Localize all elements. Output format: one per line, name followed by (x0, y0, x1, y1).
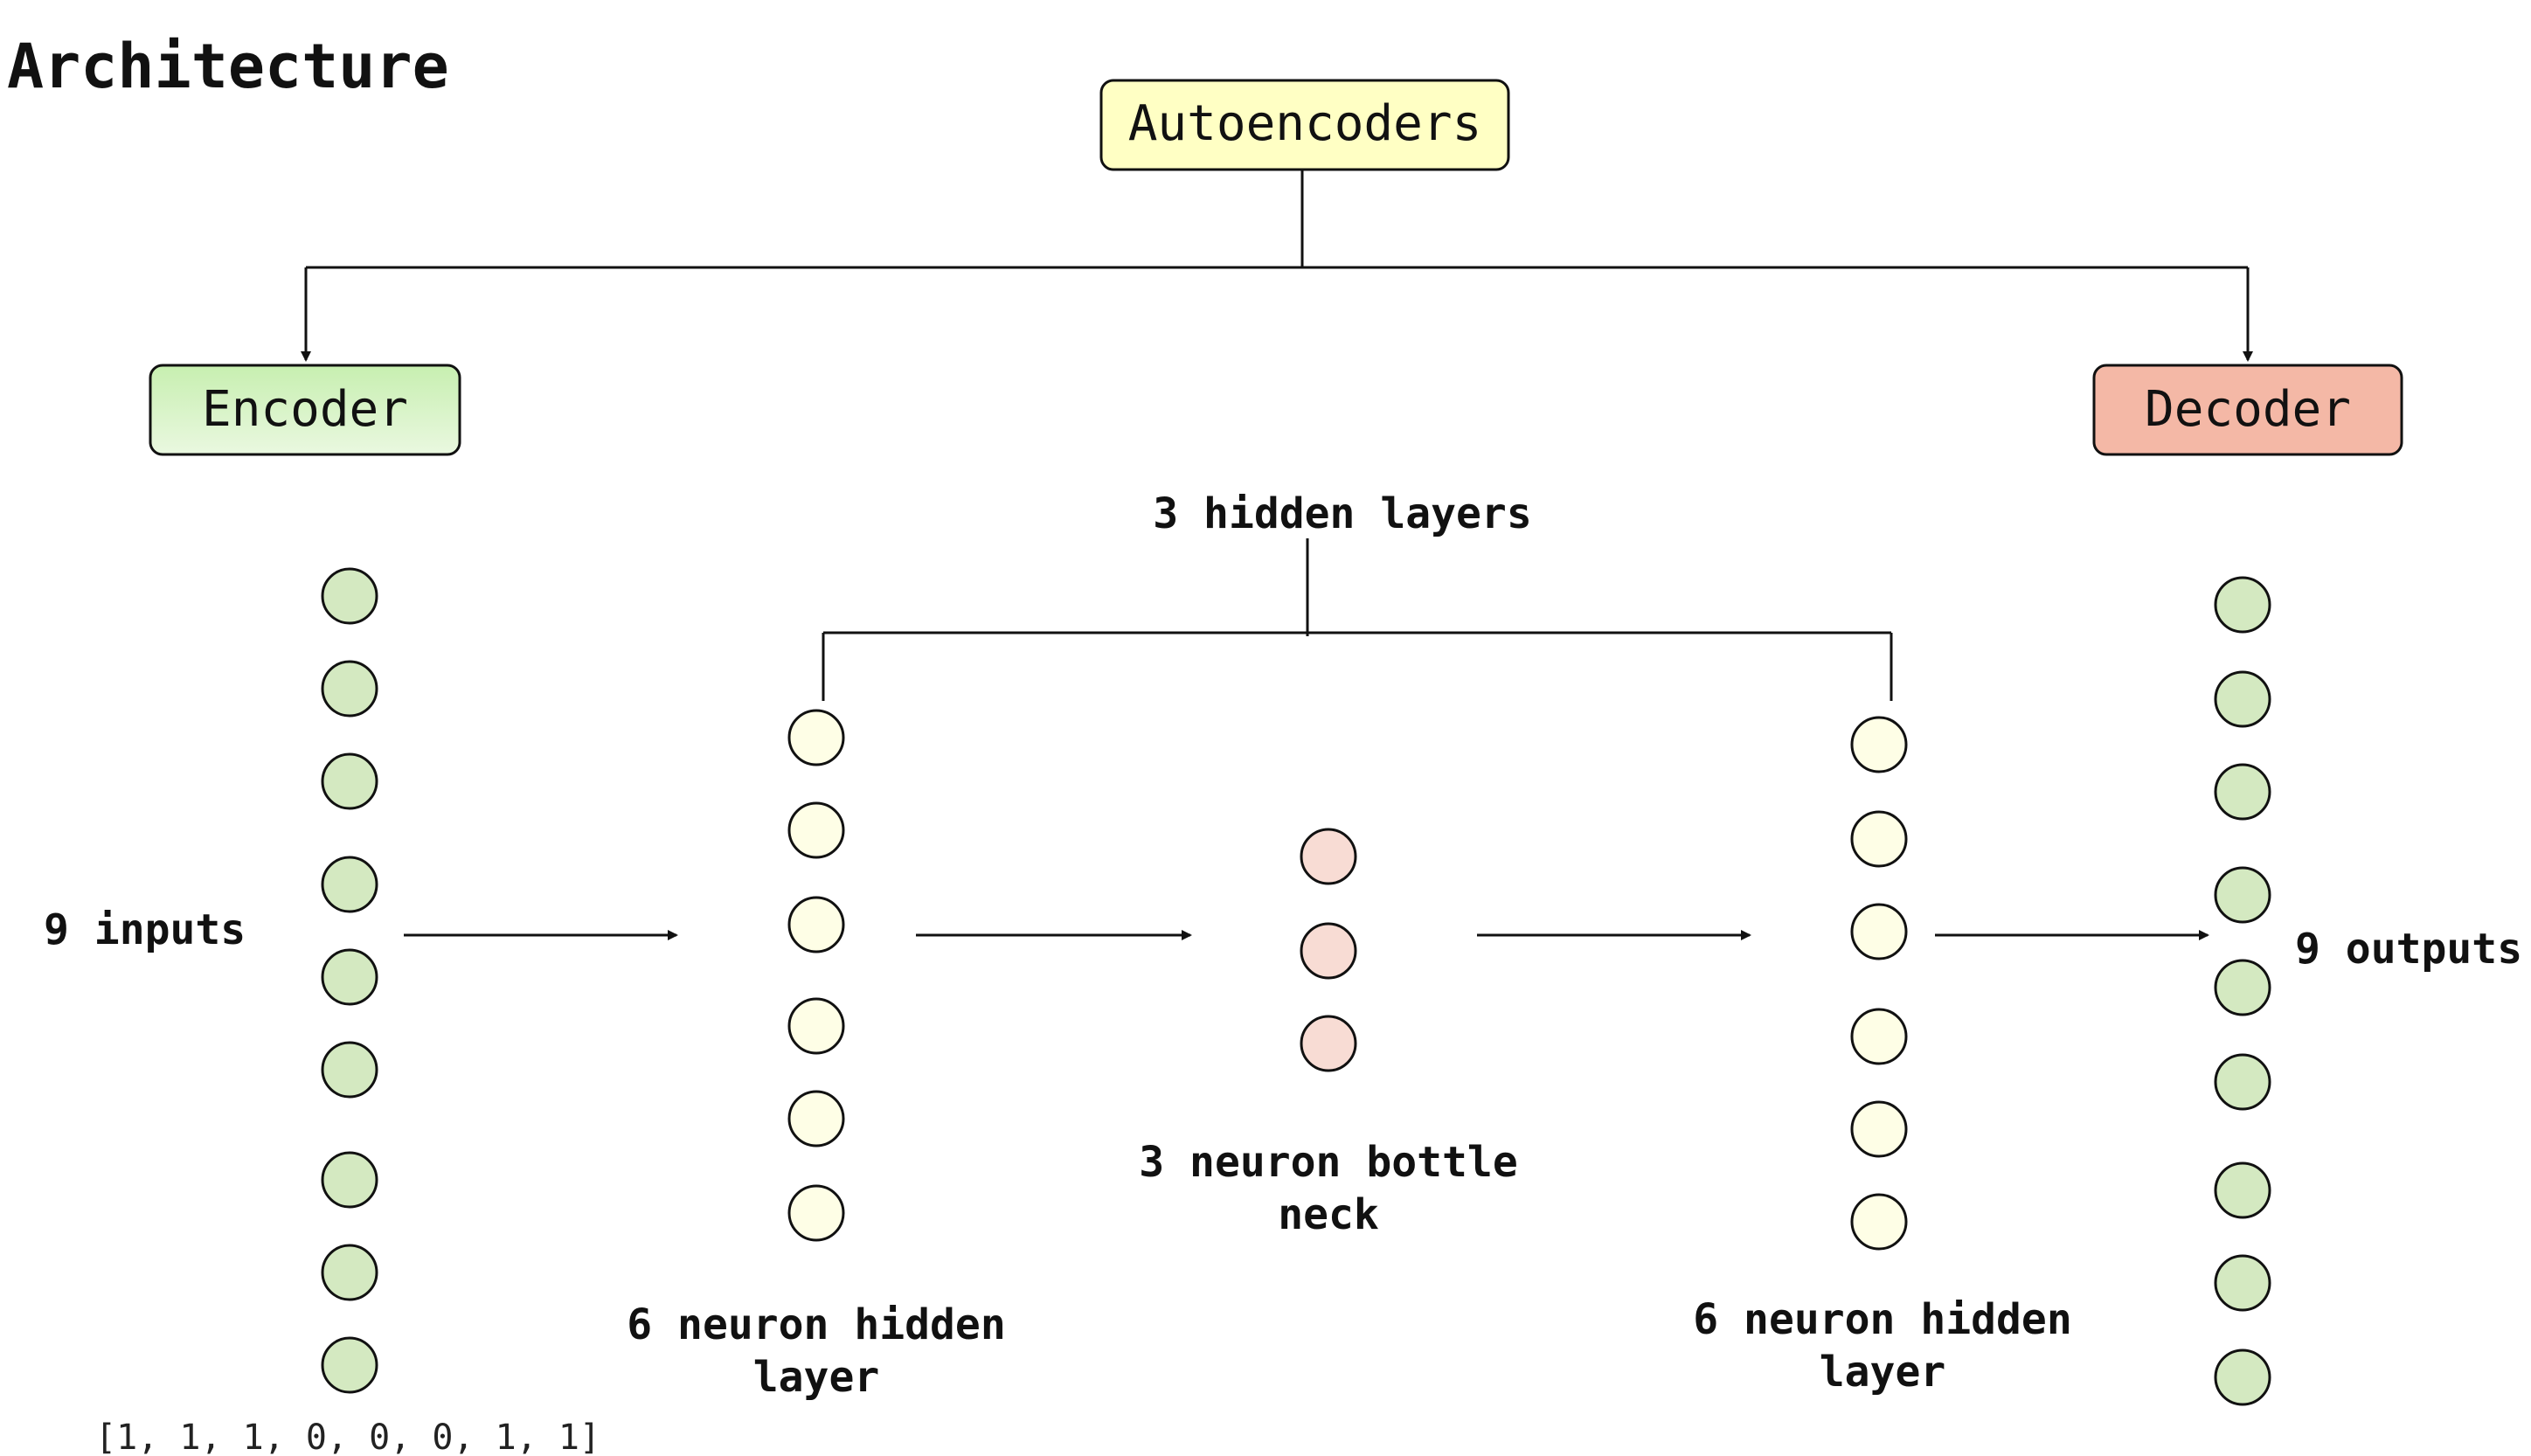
output-layer (2214, 576, 2271, 1406)
input-layer-neuron-6 (321, 1041, 378, 1099)
input-layer-neuron-8 (321, 1244, 378, 1301)
hidden-layer-1 (787, 709, 845, 1242)
autoencoders-box (1099, 79, 1510, 171)
bottleneck-layer-neuron-3 (1300, 1015, 1357, 1072)
input-layer-neuron-9 (321, 1336, 378, 1394)
hidden3-label-line2: layer (1820, 1348, 1946, 1397)
output-layer-neuron-7 (2214, 1161, 2271, 1219)
bottleneck-label-line1: 3 neuron bottle (1139, 1138, 1517, 1187)
hidden1-label-line1: 6 neuron hidden (627, 1300, 1005, 1349)
input-layer-neuron-3 (321, 752, 378, 810)
input-layer-neuron-1 (321, 567, 378, 625)
autoencoders-label: Autoencoders (1128, 95, 1482, 152)
bottleneck-layer-neuron-2 (1300, 922, 1357, 980)
inputs-label: 9 inputs (44, 905, 246, 954)
outputs-label: 9 outputs (2295, 925, 2522, 974)
input-layer (321, 567, 378, 1394)
output-layer-neuron-1 (2214, 576, 2271, 634)
encoder-label: Encoder (202, 381, 408, 438)
bottleneck-label-line2: neck (1278, 1190, 1379, 1239)
hidden-layer-1-neuron-1 (787, 709, 845, 766)
input-layer-neuron-7 (321, 1151, 378, 1209)
hidden1-label-line2: layer (753, 1353, 880, 1402)
bottleneck-layer (1300, 828, 1357, 1072)
hidden-layer-1-neuron-5 (787, 1090, 845, 1147)
input-vector: [1, 1, 1, 0, 0, 0, 1, 1] (95, 1418, 600, 1456)
decoder-box (2092, 364, 2403, 456)
bottleneck-layer-neuron-1 (1300, 828, 1357, 885)
hidden-layer-3-neuron-3 (1850, 903, 1908, 960)
hidden3-label-line1: 6 neuron hidden (1693, 1295, 2071, 1344)
output-layer-neuron-9 (2214, 1349, 2271, 1406)
output-layer-neuron-2 (2214, 670, 2271, 728)
output-layer-neuron-5 (2214, 959, 2271, 1016)
decoder-label: Decoder (2145, 381, 2351, 438)
hidden-layer-3 (1850, 716, 1908, 1251)
hidden-layer-1-neuron-2 (787, 801, 845, 859)
output-layer-neuron-4 (2214, 866, 2271, 924)
input-layer-neuron-5 (321, 948, 378, 1006)
output-layer-neuron-3 (2214, 763, 2271, 821)
hidden-layer-1-neuron-4 (787, 997, 845, 1055)
output-layer-neuron-8 (2214, 1254, 2271, 1312)
hidden-layer-3-neuron-2 (1850, 810, 1908, 868)
hidden-layer-3-neuron-1 (1850, 716, 1908, 773)
output-layer-neuron-6 (2214, 1053, 2271, 1111)
input-layer-neuron-2 (321, 660, 378, 718)
hidden-layers-label: 3 hidden layers (1153, 489, 1531, 538)
hidden-layer-1-neuron-3 (787, 896, 845, 953)
page-title: Architecture (7, 31, 449, 102)
input-layer-neuron-4 (321, 856, 378, 913)
hidden-layer-3-neuron-5 (1850, 1100, 1908, 1158)
hidden-layer-1-neuron-6 (787, 1184, 845, 1242)
hidden-layer-3-neuron-4 (1850, 1008, 1908, 1065)
hidden-layer-3-neuron-6 (1850, 1193, 1908, 1251)
encoder-box (149, 364, 461, 456)
